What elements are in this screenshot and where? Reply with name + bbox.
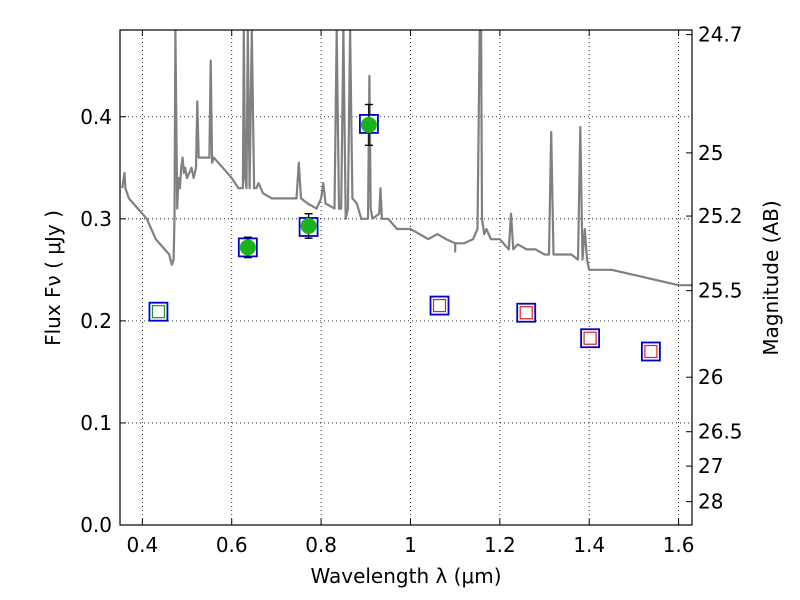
y-tick-label: 0.4 [80,105,112,129]
right-tick-label: 25 [698,141,723,165]
right-tick-label: 26 [698,365,723,389]
y-tick-label: 0.0 [80,513,112,537]
right-tick-label: 26.5 [698,420,743,444]
x-axis-label: Wavelength λ (μm) [310,564,501,588]
plot-background [120,30,692,525]
axis-ticks: 0.4 0.6 0.8 1 1.2 1.4 1.6 0.0 0.1 0.2 0.3 0.4 24.7 25… [80,23,742,557]
photometry-layer [148,103,661,362]
upper-limit-square [432,298,447,313]
x-tick-label: 1.6 [663,533,695,557]
detection-point [360,116,377,133]
model-photometry-square [151,305,166,319]
right-tick-label: 27 [698,454,723,478]
detection-point [239,239,256,256]
y-right-axis-label: Magnitude (AB) [759,200,783,355]
photometry-square [148,301,169,322]
y-tick-label: 0.2 [80,309,112,333]
x-tick-label: 1 [404,533,417,557]
detection-point [300,217,317,234]
x-tick-label: 0.4 [126,533,158,557]
plot-frame [119,29,693,526]
photometry-square [580,328,601,349]
x-tick-label: 1.2 [484,533,516,557]
x-tick-label: 0.6 [216,533,248,557]
right-tick-label: 28 [698,490,723,514]
spectrum-layer [121,30,692,287]
photometry-square [640,341,661,362]
model-spectrum-line [121,30,692,287]
x-tick-label: 0.8 [305,533,337,557]
y-tick-label: 0.1 [80,411,112,435]
photometry-square [516,302,537,323]
upper-limit-square [519,306,533,320]
upper-limit-square [644,344,658,359]
y-axis-label: Flux Fν ( μJy ) [41,210,65,346]
right-tick-label: 25.2 [698,204,743,228]
photometry-square [429,295,450,316]
upper-limit-square [583,331,597,345]
x-tick-label: 1.4 [573,533,605,557]
right-tick-label: 24.7 [698,23,743,47]
right-tick-label: 25.5 [698,279,743,303]
y-tick-label: 0.3 [80,207,112,231]
